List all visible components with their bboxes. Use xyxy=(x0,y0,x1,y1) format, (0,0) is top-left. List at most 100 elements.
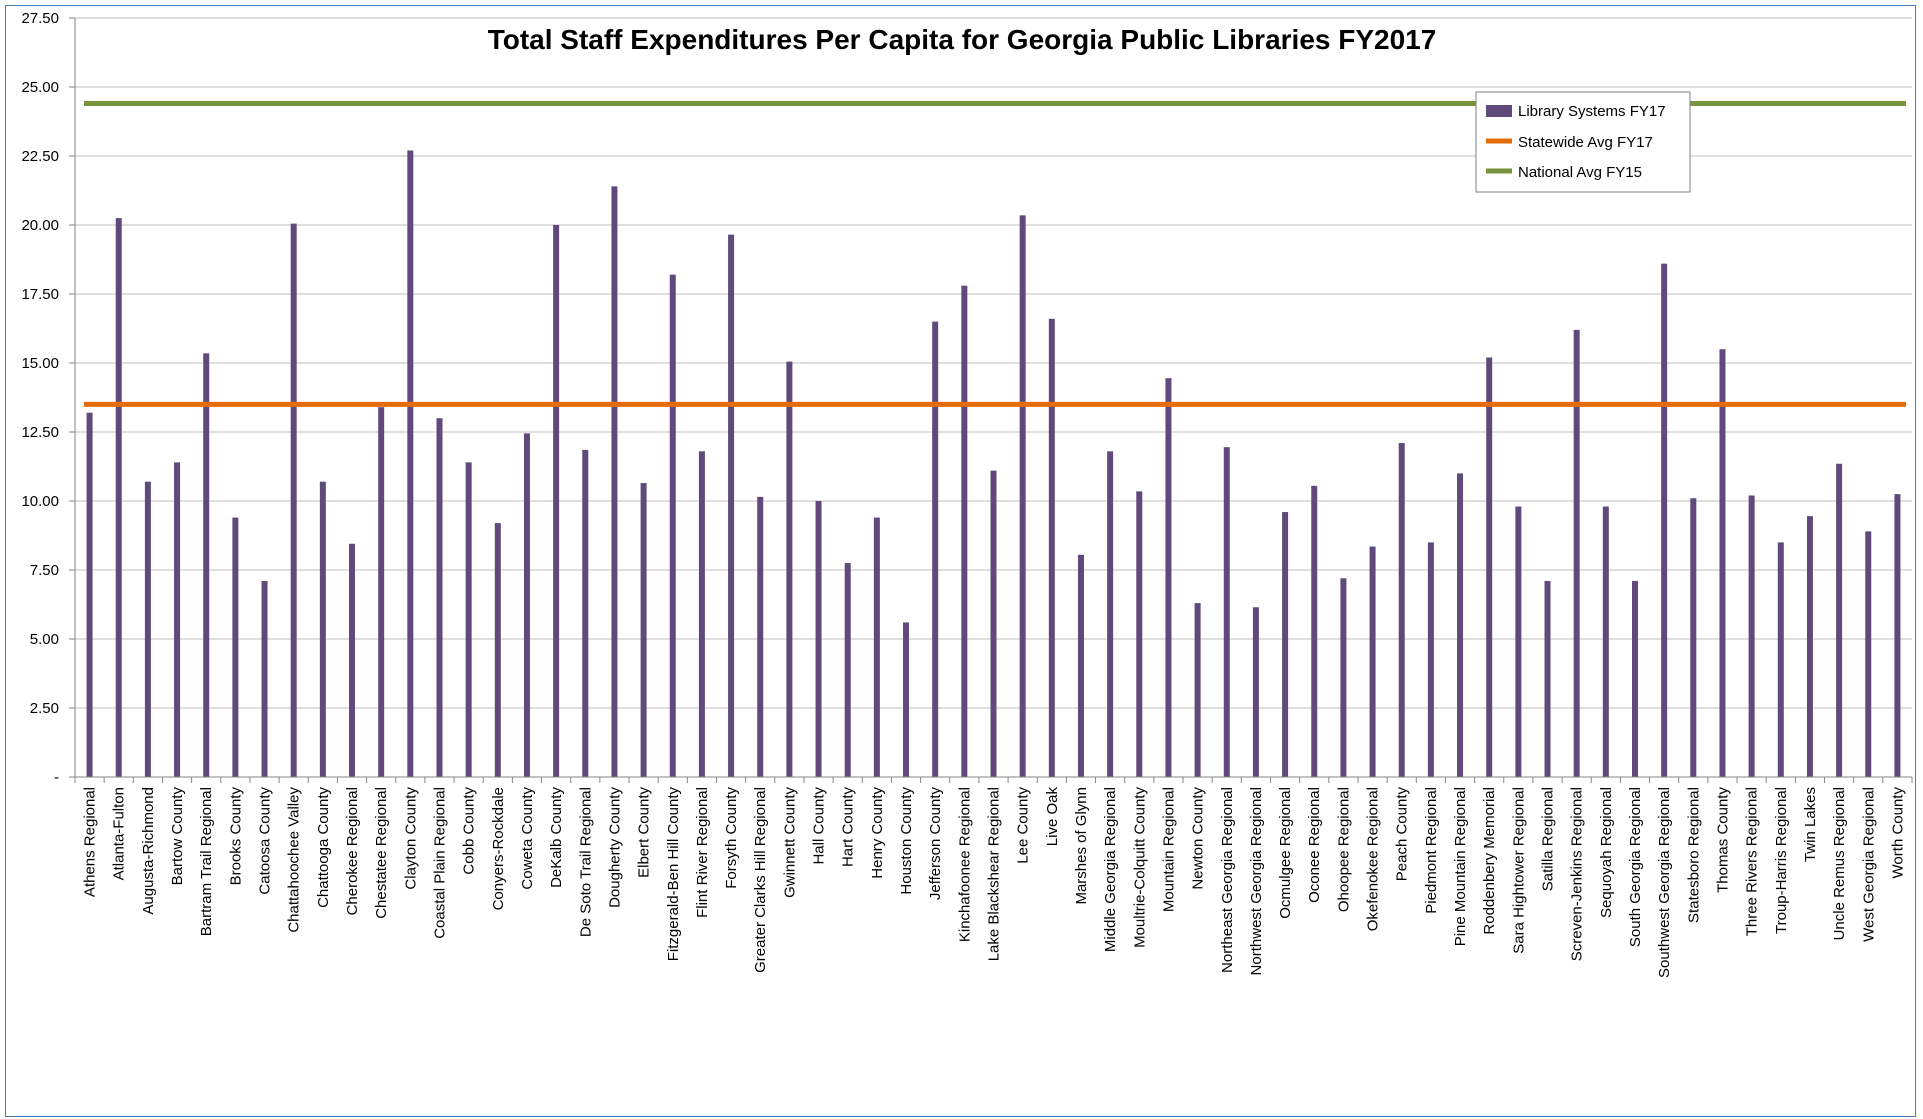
bar xyxy=(86,412,93,777)
bar xyxy=(1427,542,1434,777)
y-tick-label: 10.00 xyxy=(21,493,59,510)
bar xyxy=(1777,542,1784,777)
bar xyxy=(1194,603,1201,777)
bar xyxy=(815,501,822,777)
bar xyxy=(1806,516,1813,777)
chart-svg: Total Staff Expenditures Per Capita for … xyxy=(21,10,1913,978)
legend-label-library-systems: Library Systems FY17 xyxy=(1518,103,1666,120)
x-category-label: West Georgia Regional xyxy=(1860,787,1877,942)
legend: Library Systems FY17 Statewide Avg FY17 … xyxy=(1475,91,1691,193)
x-category-label: Thomas County xyxy=(1714,787,1731,893)
x-category-label: Sequoyah Regional xyxy=(1598,787,1615,918)
y-tick-label: - xyxy=(54,769,59,786)
x-category-label: Chestatee Regional xyxy=(373,787,390,919)
x-category-label: Bartow County xyxy=(169,787,186,886)
bar xyxy=(1661,263,1668,777)
bar xyxy=(203,353,210,777)
chart-title: Total Staff Expenditures Per Capita for … xyxy=(488,24,1437,55)
bar xyxy=(1457,473,1464,777)
x-category-label: Okefenokee Regional xyxy=(1365,787,1382,931)
bar xyxy=(349,543,356,777)
x-category-label: Forsyth County xyxy=(723,787,740,889)
x-category-label: Houston County xyxy=(898,787,915,895)
x-category-label: Uncle Remus Regional xyxy=(1831,787,1848,940)
x-category-label: Chattooga County xyxy=(315,787,332,908)
bar xyxy=(1136,491,1143,777)
bar xyxy=(115,218,122,778)
bar xyxy=(1077,554,1084,777)
y-tick-label: 5.00 xyxy=(30,631,59,648)
bar xyxy=(174,462,181,777)
x-category-label: Live Oak xyxy=(1044,787,1061,847)
x-category-label: Hart County xyxy=(840,787,857,868)
bar xyxy=(1631,581,1638,777)
bar xyxy=(1282,512,1289,777)
bar xyxy=(378,407,385,777)
bar xyxy=(1515,506,1522,777)
x-category-label: Pine Mountain Regional xyxy=(1452,787,1469,946)
x-category-label: Hall County xyxy=(811,787,828,865)
x-category-label: Fitzgerald-Ben Hill County xyxy=(665,787,682,962)
y-tick-label: 20.00 xyxy=(21,217,59,234)
x-category-label: Elbert County xyxy=(636,787,653,878)
y-tick-label: 2.50 xyxy=(30,700,59,717)
bar xyxy=(1486,357,1493,777)
legend-label-statewide-avg: Statewide Avg FY17 xyxy=(1518,134,1653,151)
y-tick-label: 22.50 xyxy=(21,148,59,165)
bar-series xyxy=(86,150,1901,778)
x-category-label: Roddenbery Memorial xyxy=(1481,787,1498,935)
x-category-label: Greater Clarks Hill Regional xyxy=(752,787,769,973)
x-category-label: Worth County xyxy=(1889,787,1906,879)
x-category-label: Statesboro Regional xyxy=(1685,787,1702,923)
x-category-label: Catoosa County xyxy=(257,787,274,895)
y-tick-label: 15.00 xyxy=(21,355,59,372)
legend-swatch-library-systems xyxy=(1486,105,1512,117)
bar xyxy=(319,481,326,777)
x-category-label: Coastal Plain Regional xyxy=(431,787,448,939)
bar xyxy=(1748,495,1755,777)
x-category-label: Lake Blackshear Regional xyxy=(986,787,1003,961)
x-category-label: DeKalb County xyxy=(548,787,565,888)
bar xyxy=(1369,546,1376,777)
bar xyxy=(1223,447,1230,777)
x-category-label: Bartram Trail Regional xyxy=(198,787,215,936)
bar xyxy=(990,470,997,777)
y-axis-ticks: - 2.50 5.00 7.50 10.00 12.50 15.00 17.50 20.00 22… xyxy=(21,10,59,786)
bar xyxy=(1311,485,1318,777)
x-category-label: Clayton County xyxy=(402,787,419,890)
x-category-label: Lee County xyxy=(1015,787,1032,864)
x-category-label: Ocmulgee Regional xyxy=(1277,787,1294,919)
bar xyxy=(582,449,589,777)
x-category-label: Cobb County xyxy=(461,787,478,875)
bar xyxy=(1602,506,1609,777)
bar xyxy=(698,451,705,777)
x-category-label: Gwinnett County xyxy=(781,787,798,898)
bar xyxy=(757,496,764,777)
bar xyxy=(903,622,910,777)
x-category-label: Peach County xyxy=(1394,787,1411,882)
bar xyxy=(1019,215,1026,778)
x-category-label: Moultrie-Colquitt County xyxy=(1131,787,1148,948)
bar xyxy=(786,361,793,777)
bar xyxy=(436,418,443,777)
bar xyxy=(407,150,414,778)
bar xyxy=(669,274,676,777)
x-category-label: Marshes of Glynn xyxy=(1073,787,1090,905)
bar xyxy=(1048,318,1055,777)
bar xyxy=(1398,443,1405,777)
bar xyxy=(1894,494,1901,777)
x-category-label: Troup-Harris Regional xyxy=(1773,787,1790,934)
bar xyxy=(1252,607,1259,777)
legend-label-national-avg: National Avg FY15 xyxy=(1518,164,1642,181)
x-category-label: Coweta County xyxy=(519,787,536,890)
chart-frame: Total Staff Expenditures Per Capita for … xyxy=(5,5,1916,1117)
bar xyxy=(261,581,268,777)
bar xyxy=(873,517,880,777)
x-category-label: Chattahoochee Valley xyxy=(286,787,303,933)
x-category-label: Piedmont Regional xyxy=(1423,787,1440,914)
x-category-label: Ohoopee Regional xyxy=(1335,787,1352,912)
x-category-label: Flint River Regional xyxy=(694,787,711,918)
bar xyxy=(611,186,618,778)
x-category-label: Middle Georgia Regional xyxy=(1102,787,1119,952)
x-category-label: Henry County xyxy=(869,787,886,879)
